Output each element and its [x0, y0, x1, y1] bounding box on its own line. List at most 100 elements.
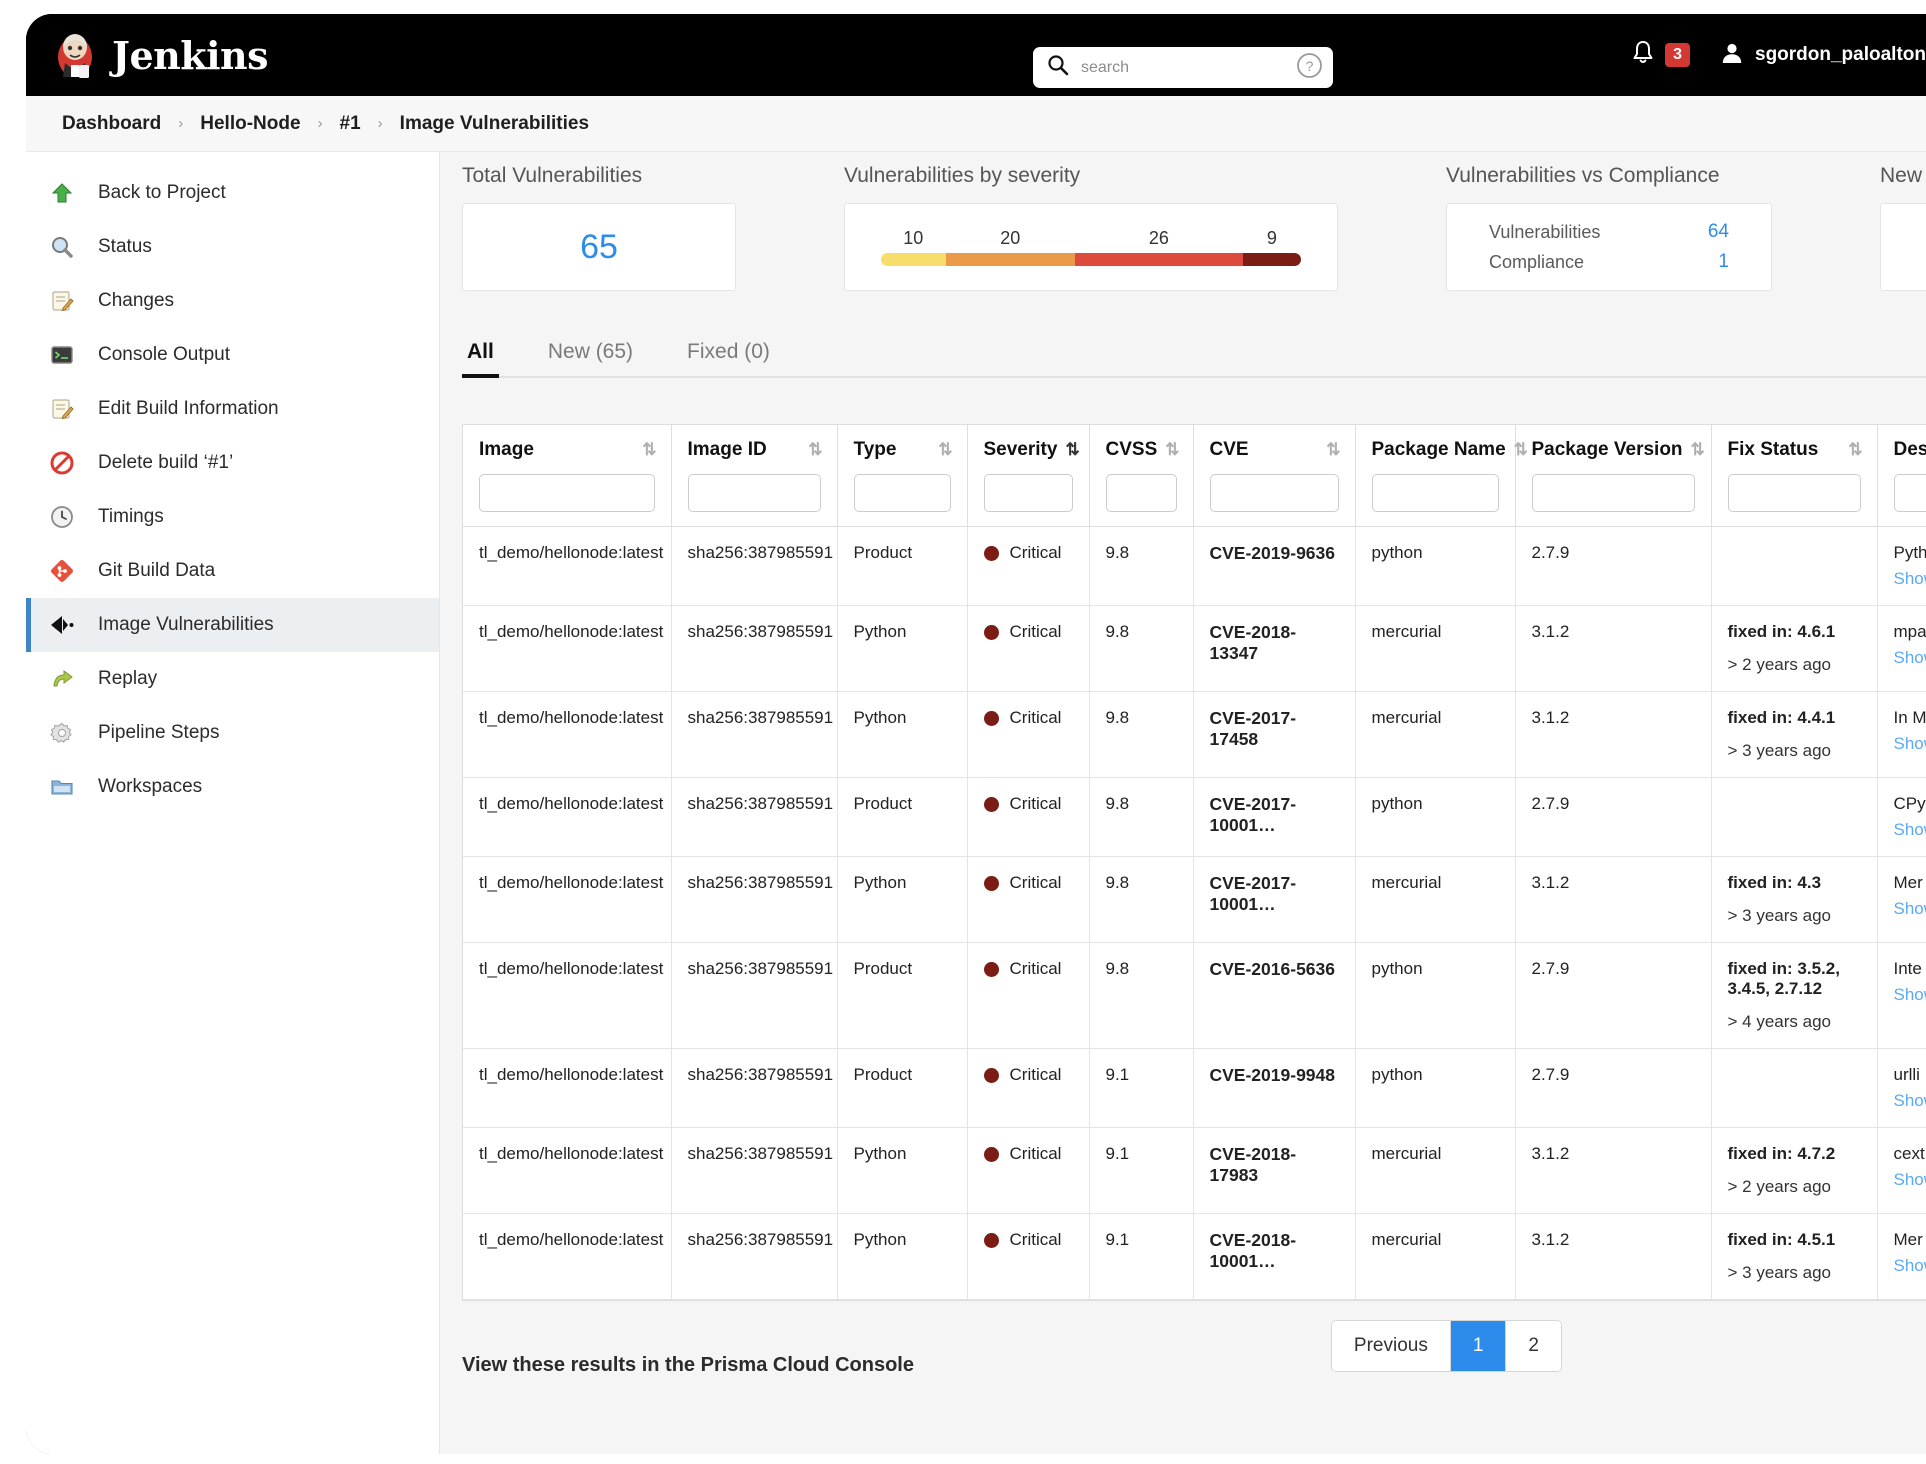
- table-row[interactable]: tl_demo/hellonode:latest sha256:387985591…: [463, 1213, 1926, 1300]
- table-row[interactable]: tl_demo/hellonode:latest sha256:387985591…: [463, 1048, 1926, 1128]
- cell-cvss: 9.8: [1089, 856, 1194, 943]
- sidebar-item-changes[interactable]: Changes: [26, 274, 439, 328]
- sort-toggle-icon[interactable]: ⇅: [1065, 440, 1079, 459]
- column-header-cvss[interactable]: CVSS ⇅: [1089, 425, 1194, 527]
- page-body: Back to Project Status: [26, 152, 1926, 1454]
- tab-fixed[interactable]: Fixed (0): [687, 340, 770, 363]
- breadcrumb-item-build-number[interactable]: #1: [339, 112, 361, 134]
- sidebar-item-delete-build[interactable]: Delete build ‘#1’: [26, 436, 439, 490]
- sidebar-item-console-output[interactable]: Console Output: [26, 328, 439, 382]
- sort-toggle-icon[interactable]: ⇅: [938, 440, 952, 459]
- filter-input-image-id[interactable]: [687, 474, 821, 512]
- sidebar-item-back-to-project[interactable]: Back to Project: [26, 166, 439, 220]
- user-name-label: sgordon_paloalton: [1755, 44, 1926, 65]
- cell-image: tl_demo/hellonode:latest: [463, 526, 672, 606]
- table-header-row: Image ⇅ Image ID ⇅: [463, 425, 1926, 527]
- table-row[interactable]: tl_demo/hellonode:latest sha256:387985591…: [463, 605, 1926, 692]
- show-more-link[interactable]: Show: [1893, 1256, 1926, 1275]
- sidebar-item-workspaces[interactable]: Workspaces: [26, 760, 439, 814]
- show-more-link[interactable]: Show: [1893, 569, 1926, 588]
- severity-dot-icon: [983, 961, 999, 977]
- cell-package-name: mercurial: [1355, 1213, 1516, 1300]
- sort-toggle-icon[interactable]: ⇅: [1165, 440, 1179, 459]
- show-more-link[interactable]: Show: [1893, 1091, 1926, 1110]
- column-header-severity[interactable]: Severity ⇅: [967, 425, 1090, 527]
- show-more-link[interactable]: Show: [1893, 648, 1926, 667]
- filter-input-package-version[interactable]: [1531, 474, 1695, 512]
- filter-input-cvss[interactable]: [1105, 474, 1177, 512]
- notepad-pencil-icon: [48, 395, 76, 423]
- cell-package-version: 3.1.2: [1515, 691, 1712, 778]
- column-header-package-name[interactable]: Package Name ⇅: [1355, 425, 1528, 527]
- filter-input-description[interactable]: [1893, 474, 1926, 512]
- table-row[interactable]: tl_demo/hellonode:latest sha256:387985591…: [463, 691, 1926, 778]
- show-more-link[interactable]: Show: [1893, 1170, 1926, 1189]
- cell-image: tl_demo/hellonode:latest: [463, 1048, 672, 1128]
- filter-input-image[interactable]: [479, 474, 655, 512]
- column-header-image[interactable]: Image ⇅: [463, 425, 672, 527]
- show-more-link[interactable]: Show: [1893, 734, 1926, 753]
- sidebar: Back to Project Status: [26, 152, 440, 1454]
- tab-all[interactable]: All: [462, 340, 499, 378]
- filter-input-cve[interactable]: [1209, 474, 1339, 512]
- show-more-link[interactable]: Show: [1893, 985, 1926, 1004]
- severity-label-low: 10: [903, 228, 924, 248]
- table-row[interactable]: tl_demo/hellonode:latest sha256:387985591…: [463, 526, 1926, 606]
- breadcrumb-item-hello-node[interactable]: Hello-Node: [200, 112, 301, 134]
- help-circle-icon[interactable]: ?: [1296, 52, 1323, 84]
- column-header-cve[interactable]: CVE ⇅: [1193, 425, 1356, 527]
- breadcrumb-separator-icon: ›: [377, 115, 383, 132]
- filter-input-type[interactable]: [853, 474, 951, 512]
- cell-description: cext Show: [1877, 1127, 1926, 1214]
- sidebar-item-edit-build-information[interactable]: Edit Build Information: [26, 382, 439, 436]
- search-input[interactable]: [1081, 58, 1296, 77]
- column-header-image-id[interactable]: Image ID ⇅: [671, 425, 838, 527]
- sidebar-item-status[interactable]: Status: [26, 220, 439, 274]
- sidebar-item-git-build-data[interactable]: Git Build Data: [26, 544, 439, 598]
- pagination-page-1[interactable]: 1: [1450, 1321, 1507, 1371]
- sidebar-item-replay[interactable]: Replay: [26, 652, 439, 706]
- breadcrumb: Dashboard › Hello-Node › #1 › Image Vuln…: [26, 96, 1926, 152]
- filter-input-fix-status[interactable]: [1727, 474, 1861, 512]
- severity-segment-medium: [945, 253, 1075, 266]
- table-row[interactable]: tl_demo/hellonode:latest sha256:387985591…: [463, 777, 1926, 857]
- cell-image: tl_demo/hellonode:latest: [463, 777, 672, 857]
- sort-toggle-icon[interactable]: ⇅: [1513, 440, 1528, 459]
- prisma-cloud-console-link[interactable]: View these results in the Prisma Cloud C…: [462, 1354, 914, 1376]
- cell-package-name: mercurial: [1355, 605, 1516, 692]
- sidebar-item-image-vulnerabilities[interactable]: Image Vulnerabilities: [26, 598, 439, 652]
- table-row[interactable]: tl_demo/hellonode:latest sha256:387985591…: [463, 856, 1926, 943]
- show-more-link[interactable]: Show: [1893, 899, 1926, 918]
- column-header-type[interactable]: Type ⇅: [837, 425, 968, 527]
- sort-toggle-icon[interactable]: ⇅: [642, 440, 656, 459]
- breadcrumb-item-image-vulnerabilities[interactable]: Image Vulnerabilities: [399, 112, 590, 134]
- fix-age: > 2 years ago: [1727, 1177, 1832, 1196]
- sort-toggle-icon[interactable]: ⇅: [1326, 440, 1340, 459]
- severity-label-critical: 9: [1266, 228, 1277, 248]
- gear-icon: [48, 719, 76, 747]
- cell-description: Inte Show: [1877, 942, 1926, 1049]
- pagination-page-2[interactable]: 2: [1506, 1321, 1561, 1371]
- show-more-link[interactable]: Show: [1893, 820, 1926, 839]
- sort-toggle-icon[interactable]: ⇅: [1690, 440, 1705, 459]
- breadcrumb-item-dashboard[interactable]: Dashboard: [62, 112, 162, 134]
- column-header-package-version[interactable]: Package Version ⇅: [1515, 425, 1712, 527]
- notifications-button[interactable]: 3: [1631, 40, 1690, 71]
- sidebar-item-timings[interactable]: Timings: [26, 490, 439, 544]
- tab-new[interactable]: New (65): [547, 340, 634, 363]
- filter-input-severity[interactable]: [983, 474, 1073, 512]
- table-row[interactable]: tl_demo/hellonode:latest sha256:387985591…: [463, 1127, 1926, 1214]
- cell-severity: Critical: [967, 605, 1090, 692]
- filter-input-package-name[interactable]: [1371, 474, 1499, 512]
- column-header-description[interactable]: Description ⇅: [1877, 425, 1926, 527]
- jenkins-brand[interactable]: Jenkins: [53, 31, 269, 79]
- pagination-previous-button[interactable]: Previous: [1331, 1321, 1451, 1371]
- table-row[interactable]: tl_demo/hellonode:latest sha256:387985591…: [463, 942, 1926, 1049]
- sort-toggle-icon[interactable]: ⇅: [1848, 440, 1862, 459]
- column-header-fix-status[interactable]: Fix Status ⇅: [1711, 425, 1878, 527]
- row-label: Vulnerabilities: [1489, 221, 1601, 242]
- search-box[interactable]: ?: [1033, 47, 1333, 88]
- sort-toggle-icon[interactable]: ⇅: [808, 440, 822, 459]
- user-menu[interactable]: sgordon_paloalton: [1720, 41, 1926, 70]
- sidebar-item-pipeline-steps[interactable]: Pipeline Steps: [26, 706, 439, 760]
